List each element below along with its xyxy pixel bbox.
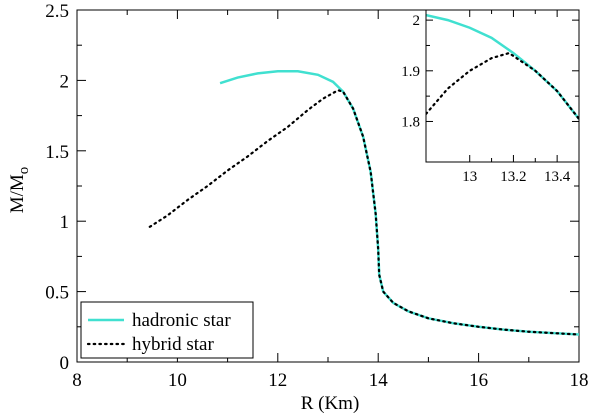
inset-axis-ticks: 13 13.2 13.4 1.8 1.9 2 xyxy=(401,10,579,185)
main-x-tick-label: 10 xyxy=(168,370,187,391)
main-series-group xyxy=(148,70,581,336)
legend-label-hadronic: hadronic star xyxy=(132,310,231,331)
main-y-tick-label: 1.5 xyxy=(45,142,69,163)
main-x-tick-label: 16 xyxy=(469,370,488,391)
main-y-tick-label: 2 xyxy=(60,71,70,92)
inset-background xyxy=(426,10,579,162)
y-axis-label-subscript: o xyxy=(16,167,32,175)
svg-text:M/Mo: M/Mo xyxy=(7,167,32,214)
inset-series-group xyxy=(426,13,579,121)
main-x-tick-label: 12 xyxy=(268,370,287,391)
main-y-tick-label: 0.5 xyxy=(45,283,69,304)
main-axis-ticks: 8 10 12 14 16 18 0 0.5 1 1.5 2 2.5 xyxy=(45,1,588,391)
main-y-tick-label: 1 xyxy=(60,212,70,233)
inset-x-tick-label: 13.2 xyxy=(500,169,526,185)
inset-series-line-hybrid xyxy=(426,51,579,121)
main-x-tick-label: 8 xyxy=(72,370,82,391)
legend-label-hybrid: hybrid star xyxy=(132,334,214,355)
main-series-line-hybrid xyxy=(148,89,581,336)
inset-y-tick-label: 1.9 xyxy=(401,64,420,80)
y-axis-label: M/Mo xyxy=(7,167,32,214)
main-y-tick-label: 2.5 xyxy=(45,1,69,22)
inset-x-tick-label: 13.4 xyxy=(544,169,571,185)
inset-y-tick-label: 1.8 xyxy=(401,114,420,130)
x-axis-label: R (Km) xyxy=(301,393,360,413)
y-axis-label-main: M/M xyxy=(7,174,28,213)
inset-y-tick-label: 2 xyxy=(413,13,421,29)
main-x-tick-label: 18 xyxy=(570,370,589,391)
legend: hadronic star hybrid star xyxy=(80,301,254,359)
main-y-tick-label: 0 xyxy=(60,353,70,374)
main-x-tick-label: 14 xyxy=(369,370,389,391)
inset-frame xyxy=(425,9,580,163)
legend-box xyxy=(80,301,254,359)
inset-x-tick-label: 13 xyxy=(462,169,477,185)
